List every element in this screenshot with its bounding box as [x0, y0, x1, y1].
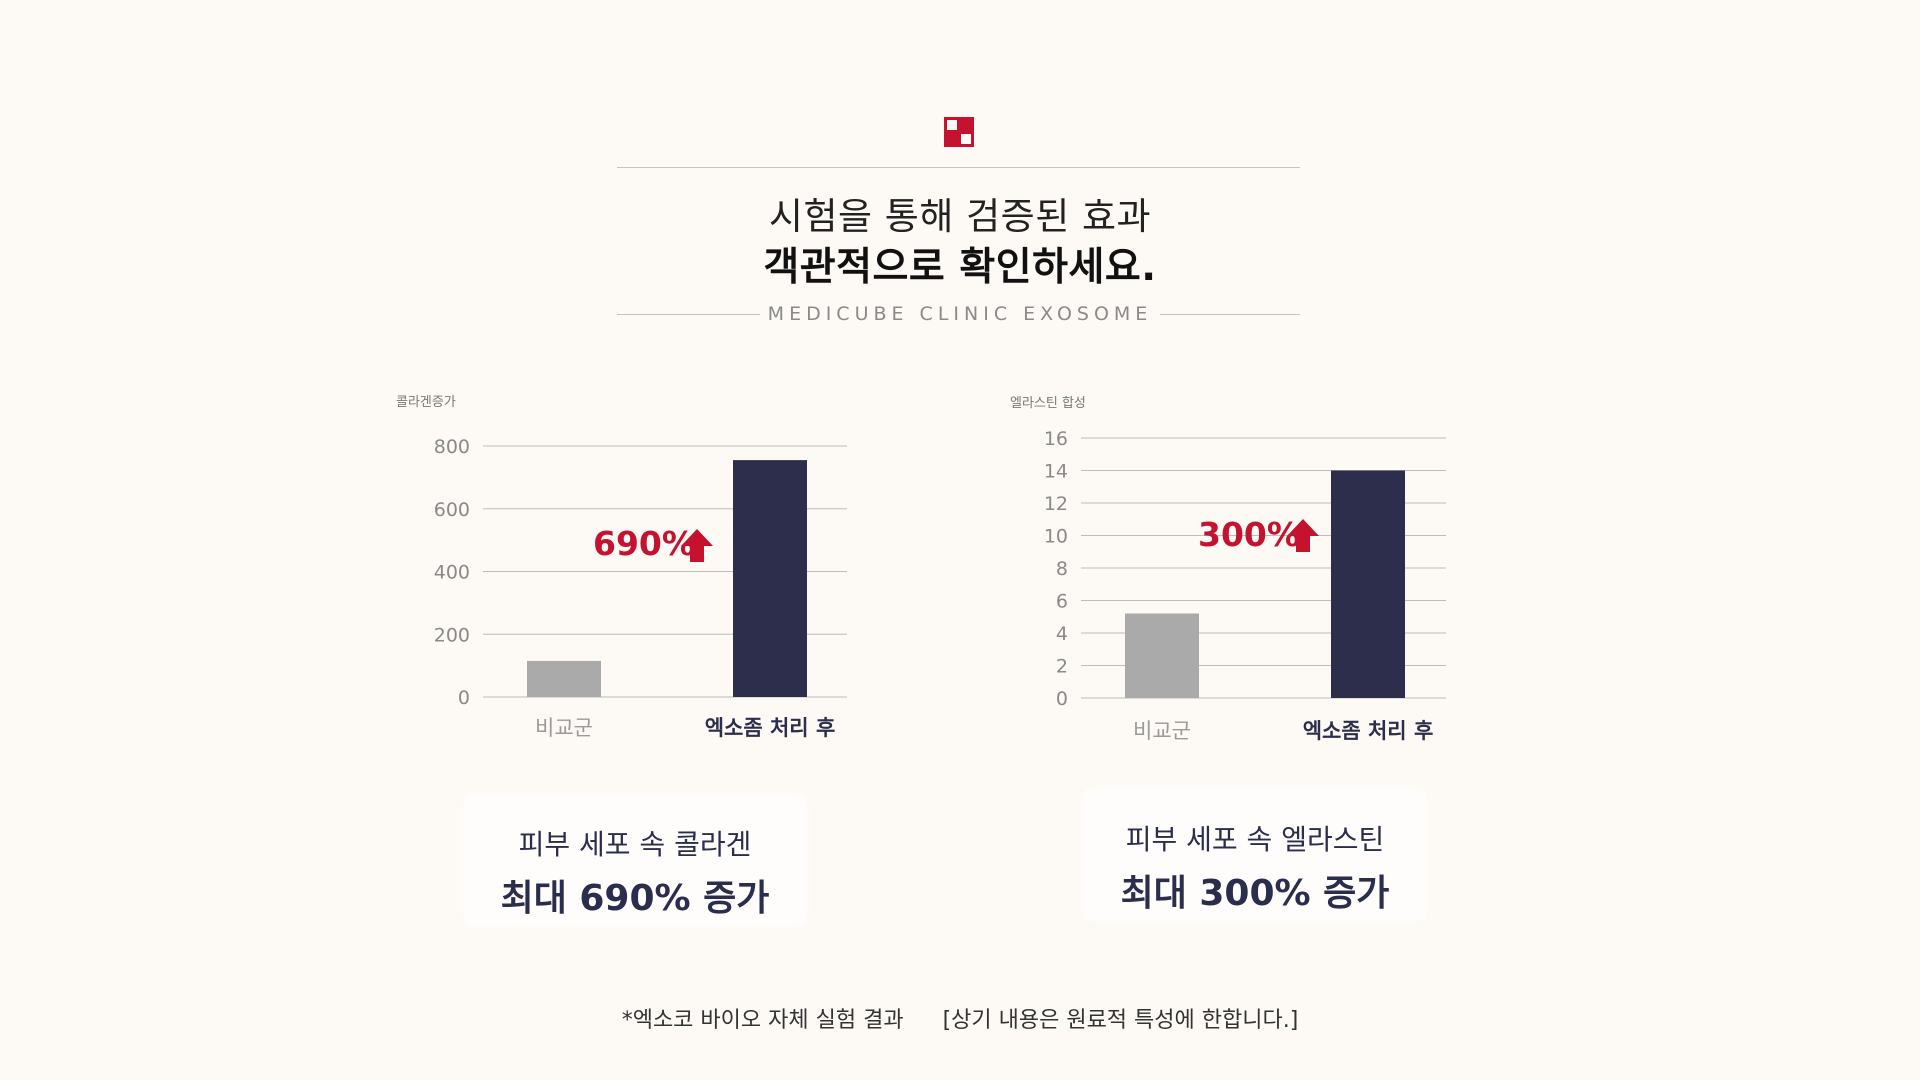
- caption-elastin-line2: 최대 300% 증가: [1120, 873, 1390, 914]
- chart-1-tick-label: 2: [1056, 656, 1068, 678]
- chart-1-category-label: 비교군: [1133, 719, 1191, 743]
- chart-0-up-arrow-icon: [681, 529, 713, 562]
- chart-1-tick-label: 6: [1056, 591, 1068, 613]
- chart-1-tick-label: 10: [1044, 526, 1068, 548]
- chart-1-tick-label: 8: [1056, 558, 1068, 580]
- chart-1-up-arrow-icon: [1287, 519, 1319, 552]
- medical-cross-logo-icon: [944, 117, 974, 147]
- chart-0-category-label: 비교군: [535, 716, 593, 740]
- page-title-line2: 객관적으로 확인하세요.: [763, 245, 1157, 290]
- chart-0-tick-label: 400: [434, 562, 470, 584]
- caption-elastin: 피부 세포 속 엘라스틴 최대 300% 증가: [1085, 790, 1425, 920]
- brand-divider-right: [1160, 314, 1300, 315]
- chart-1-increase-label: 300%: [1198, 515, 1300, 554]
- chart-0-bar: [733, 460, 807, 697]
- chart-0-tick-label: 800: [434, 436, 470, 458]
- chart-0-increase-label: 690%: [593, 524, 695, 563]
- chart-0-category-label: 엑소좀 처리 후: [705, 716, 836, 740]
- chart-0-ylabel: 콜라겐증가: [396, 395, 456, 410]
- footer-disclaimer: [상기 내용은 원료적 특성에 한합니다.]: [942, 1008, 1299, 1033]
- chart-1-tick-label: 4: [1056, 623, 1068, 645]
- chart-1-ylabel: 엘라스틴 합성: [1010, 396, 1086, 411]
- brand-divider-left: [617, 314, 760, 315]
- caption-collagen: 피부 세포 속 콜라겐 최대 690% 증가: [465, 795, 805, 925]
- chart-1-category-label: 엑소좀 처리 후: [1303, 719, 1434, 743]
- top-divider: [617, 167, 1300, 168]
- chart-1-tick-label: 12: [1044, 493, 1068, 515]
- chart-0-tick-label: 200: [434, 624, 470, 646]
- brand-name: MEDICUBE CLINIC EXOSOME: [767, 303, 1153, 325]
- footer-note: *엑소코 바이오 자체 실험 결과: [621, 1008, 904, 1033]
- footer: *엑소코 바이오 자체 실험 결과 [상기 내용은 원료적 특성에 한합니다.]: [0, 1002, 1920, 1034]
- chart-1-tick-label: 16: [1044, 428, 1068, 450]
- page-title-line1: 시험을 통해 검증된 효과: [768, 195, 1152, 238]
- chart-0-tick-label: 0: [458, 687, 470, 709]
- chart-1-bar: [1125, 613, 1199, 698]
- caption-collagen-line1: 피부 세포 속 콜라겐: [518, 828, 752, 861]
- chart-1-tick-label: 0: [1056, 688, 1068, 710]
- caption-elastin-line1: 피부 세포 속 엘라스틴: [1125, 823, 1385, 856]
- chart-0-bar: [527, 660, 601, 697]
- chart-0-tick-label: 600: [434, 499, 470, 521]
- caption-collagen-line2: 최대 690% 증가: [500, 878, 770, 919]
- chart-1-tick-label: 14: [1044, 461, 1068, 483]
- chart-1-bar: [1331, 470, 1405, 698]
